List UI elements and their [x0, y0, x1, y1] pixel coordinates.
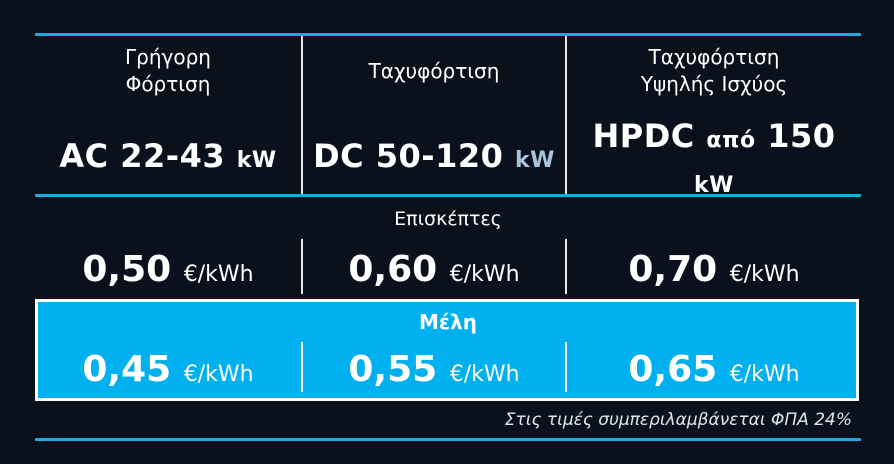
members-divider-1: [301, 342, 303, 392]
visitors-label: Επισκέπτες: [394, 208, 502, 230]
visitors-divider-1: [301, 239, 303, 294]
visitors-divider-2: [565, 239, 567, 294]
vat-note: Στις τιμές συμπεριλαμβάνεται ΦΠΑ 24%: [504, 410, 852, 430]
header-divider-2: [565, 36, 567, 194]
members-label: Μέλη: [419, 310, 477, 334]
column-title-ac: Γρήγορη Φόρτιση: [125, 45, 211, 96]
member-price-ac: 0,45 €/kWh: [82, 349, 254, 390]
column-power-dc: DC 50-120 kW: [313, 137, 555, 175]
visitor-price-ac: 0,50 €/kWh: [82, 249, 254, 290]
column-title-dc: Ταχυφόρτιση: [368, 59, 500, 83]
column-hpdc: Ταχυφόρτιση Υψηλής Ισχύος HPDC από 150 k…: [567, 44, 861, 206]
column-title-hpdc: Ταχυφόρτιση Υψηλής Ισχύος: [640, 45, 788, 96]
visitor-price-dc: 0,60 €/kWh: [348, 249, 520, 290]
member-price-dc: 0,55 €/kWh: [348, 349, 520, 390]
column-dc: Ταχυφόρτιση DC 50-120 kW: [303, 58, 565, 181]
column-power-ac: AC 22-43 kW: [59, 137, 277, 175]
members-box: [35, 299, 859, 401]
members-divider-2: [565, 342, 567, 392]
header-divider-1: [301, 36, 303, 194]
header-rule: [35, 194, 861, 197]
column-power-hpdc: HPDC από 150 kW: [592, 117, 836, 198]
column-ac: Γρήγορη Φόρτιση AC 22-43 kW: [35, 44, 301, 181]
member-price-hpdc: 0,65 €/kWh: [628, 349, 800, 390]
bottom-rule: [35, 438, 861, 441]
visitor-price-hpdc: 0,70 €/kWh: [628, 249, 800, 290]
top-rule: [35, 33, 861, 36]
